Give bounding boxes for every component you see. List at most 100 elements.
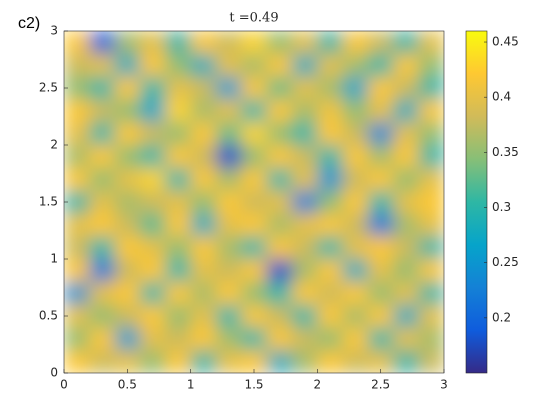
heat-cell (368, 281, 394, 306)
heat-cell (89, 145, 116, 169)
heat-cell (292, 350, 318, 373)
heat-cell (165, 236, 192, 260)
heat-cell (216, 327, 242, 351)
heat-cell (266, 350, 293, 373)
colorbar-tick-label: 0.45 (492, 35, 519, 49)
heat-cell (165, 167, 192, 192)
heat-cell (114, 167, 141, 192)
heat-cell (368, 99, 394, 123)
heat-cell (342, 281, 369, 306)
x-tick-label: 1 (187, 378, 195, 392)
heat-cell (64, 350, 90, 373)
heat-cell (266, 327, 293, 351)
heat-cell (393, 122, 420, 146)
heat-cell (292, 259, 318, 283)
heat-cell (368, 213, 394, 237)
x-tick-label: 2 (314, 378, 322, 392)
heat-cell (114, 281, 141, 306)
heat-cell (64, 190, 90, 214)
heat-cell (368, 350, 394, 373)
heat-cell (190, 31, 217, 55)
heat-cell (418, 167, 444, 192)
x-tick-label: 3 (440, 378, 448, 392)
heat-cell (165, 76, 192, 100)
heat-cell (317, 99, 344, 123)
heat-cell (241, 281, 268, 306)
heat-cell (114, 145, 141, 169)
heat-cell (292, 145, 318, 169)
heat-cell (89, 53, 116, 78)
heat-cell (140, 167, 166, 192)
heat-cell (165, 53, 192, 78)
colorbar-tick-label: 0.2 (492, 310, 511, 324)
heat-cell (266, 236, 293, 260)
heat-cell (418, 76, 444, 100)
heat-cell (190, 350, 217, 373)
heat-cell (216, 122, 242, 146)
heat-cell (317, 145, 344, 169)
heat-cell (292, 167, 318, 192)
heat-cell (368, 236, 394, 260)
heat-cell (342, 53, 369, 78)
heat-cell (114, 259, 141, 283)
heat-cell (190, 167, 217, 192)
heat-cell (64, 281, 90, 306)
heat-cell (241, 145, 268, 169)
heat-cell (216, 281, 242, 306)
heat-cell (241, 76, 268, 100)
heat-cell (216, 167, 242, 192)
colorbar-tick-label: 0.25 (492, 255, 519, 269)
colorbar-tick-label: 0.3 (492, 200, 511, 214)
heat-cell (266, 304, 293, 328)
heat-cell (393, 327, 420, 351)
y-tick-label: 1.5 (39, 195, 58, 209)
heat-cell (216, 304, 242, 328)
heat-cell (165, 350, 192, 373)
heat-cell (114, 31, 141, 55)
heat-cell (89, 327, 116, 351)
heat-cell (64, 259, 90, 283)
heat-cell (292, 190, 318, 214)
heat-cell (216, 259, 242, 283)
heat-cell (64, 304, 90, 328)
heat-cell (292, 304, 318, 328)
heat-cell (89, 213, 116, 237)
heat-cell (89, 76, 116, 100)
heat-cell (368, 76, 394, 100)
heat-cell (368, 327, 394, 351)
heat-cell (114, 190, 141, 214)
heat-cell (140, 122, 166, 146)
heat-cell (114, 53, 141, 78)
heat-cell (393, 259, 420, 283)
heat-cell (140, 53, 166, 78)
heat-cell (317, 190, 344, 214)
heat-cell (418, 236, 444, 260)
heat-cell (190, 304, 217, 328)
heat-cell (114, 350, 141, 373)
heat-cell (292, 99, 318, 123)
heat-cell (266, 213, 293, 237)
heat-cell (89, 281, 116, 306)
heat-cell (190, 281, 217, 306)
heat-cell (190, 259, 217, 283)
heat-cell (89, 167, 116, 192)
heat-cell (190, 53, 217, 78)
heat-cell (190, 327, 217, 351)
heat-cell (190, 236, 217, 260)
heat-cell (368, 53, 394, 78)
heat-cell (418, 304, 444, 328)
y-tick-label: 0 (50, 366, 58, 380)
heat-cell (266, 167, 293, 192)
heat-cell (418, 122, 444, 146)
heat-cell (140, 190, 166, 214)
heat-cell (64, 213, 90, 237)
heat-cell (342, 122, 369, 146)
chart-title: t =0.49 (229, 11, 278, 26)
heat-cell (418, 213, 444, 237)
x-tick-label: 1.5 (244, 378, 263, 392)
heat-cell (266, 99, 293, 123)
heat-cell (418, 145, 444, 169)
heat-cell (140, 31, 166, 55)
y-tick-label: 1 (50, 252, 58, 266)
heat-cell (165, 190, 192, 214)
